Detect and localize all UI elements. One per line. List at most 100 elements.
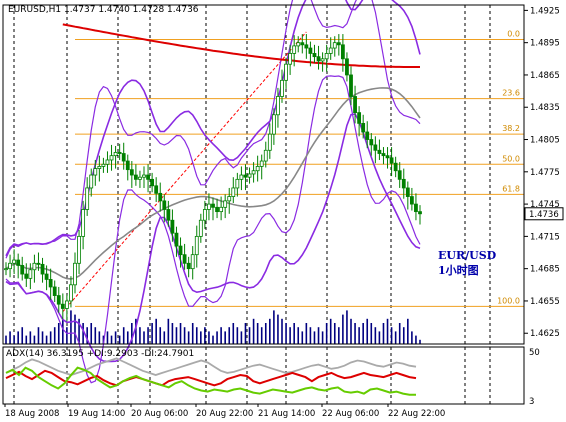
candle-body: [113, 152, 118, 157]
adx-panel: [5, 357, 417, 396]
y-tick-label: 1.4895: [530, 39, 560, 49]
candle-body: [263, 149, 268, 162]
candle-body: [52, 286, 57, 296]
x-tick-label: 22 Aug 22:00: [388, 409, 445, 419]
candle-body: [36, 262, 41, 265]
fibonacci-levels: 0.0 23.6 38.2 50.0 61.8 100.0: [62, 29, 524, 313]
fib-label: 38.2: [502, 124, 520, 133]
candle-body: [8, 262, 12, 270]
y-tick-label: 1.4775: [530, 168, 560, 178]
candle-body: [166, 209, 171, 221]
candle-body: [64, 300, 69, 309]
fib-label: 100.0: [497, 296, 520, 305]
plus-di-line: [5, 366, 416, 396]
candle-body: [280, 79, 284, 97]
axes: 1.4925 1.4895 1.4865 1.4835 1.4805 1.4775 1.47…: [2, 4, 564, 419]
candle-body: [357, 112, 362, 124]
candle-body: [44, 273, 49, 280]
bollinger-lower: [5, 113, 421, 363]
candle-body: [69, 284, 73, 302]
y-tick-label: 1.4805: [530, 136, 560, 146]
adx-line: [5, 357, 417, 376]
candle-body: [60, 303, 65, 309]
candle-body: [401, 178, 406, 189]
indicator-title: ADX(14) 36.3195 +DI:9.2903 -DI:24.7901: [6, 349, 194, 359]
x-tick-label: 21 Aug 14:00: [258, 409, 315, 419]
candle-body: [105, 159, 110, 165]
candle-body: [125, 160, 130, 171]
candle-body: [235, 178, 240, 189]
candle-body: [353, 96, 357, 114]
candle-body: [414, 203, 418, 213]
candle-body: [324, 53, 329, 60]
annotation-pair: EUR/USD: [438, 249, 497, 262]
minus-di-line: [5, 369, 417, 387]
candle-body: [373, 144, 378, 151]
candle-body: [48, 279, 53, 288]
adx-plot-frame: [2, 346, 525, 405]
candle-body: [158, 192, 163, 202]
fib-label: 23.6: [502, 89, 520, 98]
candle-body: [251, 170, 256, 175]
candle-body: [288, 53, 293, 65]
candle-body: [174, 232, 179, 247]
candle-body: [198, 219, 203, 237]
candle-body: [219, 206, 224, 213]
candle-body: [332, 42, 337, 49]
y-tick-label: 1.4745: [530, 200, 560, 210]
candle-body: [190, 254, 195, 270]
candle-body: [24, 273, 29, 279]
candle-body: [202, 209, 207, 221]
candle-body: [255, 166, 260, 172]
candle-body: [73, 262, 77, 286]
candle-body: [77, 235, 81, 264]
moving-average-slow: [62, 23, 420, 68]
candle-body: [211, 203, 215, 208]
candle-body: [377, 149, 382, 154]
candle-body: [239, 174, 244, 180]
main-plot-frame: [2, 4, 525, 345]
candle-body: [85, 187, 90, 210]
candle-body: [365, 131, 370, 140]
y-tick-label: 1.4835: [530, 103, 560, 113]
candle-body: [101, 163, 106, 167]
candle-body: [397, 170, 402, 180]
candle-body: [340, 44, 345, 60]
y-tick-label: 1.4865: [530, 71, 560, 81]
candle-body: [154, 185, 159, 194]
bollinger-upper-fast: [5, 0, 421, 259]
candle-body: [405, 187, 410, 197]
bollinger-upper: [5, 0, 421, 257]
candle-body: [385, 155, 390, 159]
adx-tick-label: 50: [529, 348, 540, 358]
fib-label: 61.8: [502, 184, 520, 193]
x-tick-label: 22 Aug 06:00: [322, 409, 379, 419]
candle-body: [56, 295, 61, 305]
candle-body: [267, 133, 272, 151]
candle-body: [409, 196, 414, 205]
x-tick-label: 20 Aug 06:00: [131, 409, 188, 419]
volume-bars: [5, 310, 421, 344]
candle-body: [207, 203, 211, 210]
candle-body: [300, 42, 305, 46]
candle-body: [243, 174, 248, 178]
candle-body: [349, 74, 353, 97]
candle-body: [162, 200, 167, 210]
candle-body: [369, 139, 374, 146]
candle-body: [328, 47, 333, 54]
candle-body: [142, 174, 146, 178]
candle-body: [361, 122, 366, 133]
candle-body: [271, 114, 276, 135]
candles: [4, 34, 422, 322]
fib-label: 50.0: [502, 154, 520, 163]
candle-body: [16, 259, 21, 266]
candle-body: [284, 63, 288, 81]
y-tick-label: 1.4625: [530, 329, 560, 339]
candle-body: [178, 245, 183, 256]
current-price-box: [524, 207, 564, 221]
candle-body: [215, 206, 219, 213]
candle-body: [182, 254, 187, 264]
candle-body: [336, 42, 341, 46]
candle-body: [418, 211, 422, 215]
